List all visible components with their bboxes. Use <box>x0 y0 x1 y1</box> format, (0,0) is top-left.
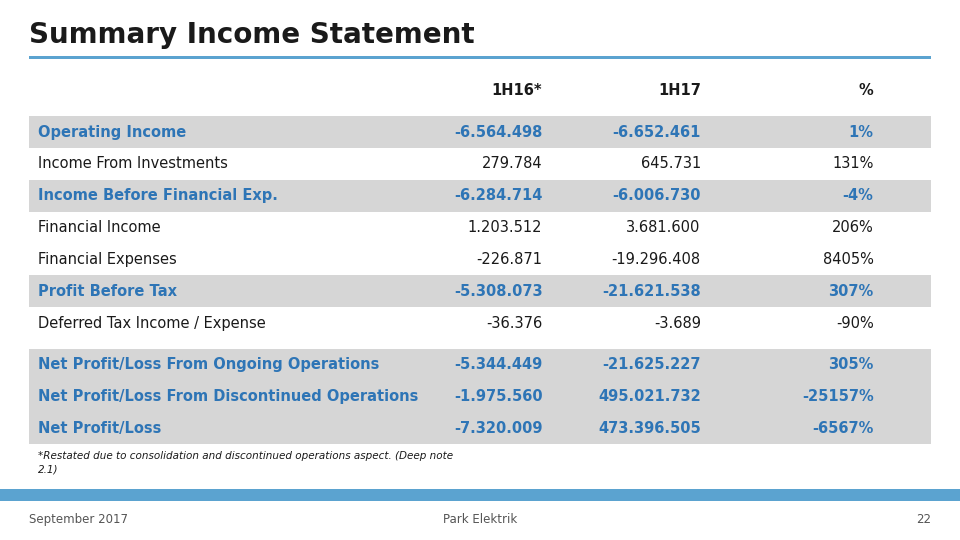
Text: Financial Expenses: Financial Expenses <box>38 252 178 267</box>
Text: 8405%: 8405% <box>823 252 874 267</box>
Text: 1.203.512: 1.203.512 <box>468 220 542 235</box>
Text: Summary Income Statement: Summary Income Statement <box>29 21 474 49</box>
Text: -36.376: -36.376 <box>486 316 542 330</box>
Text: 279.784: 279.784 <box>482 157 542 171</box>
Text: -21.625.227: -21.625.227 <box>602 357 701 372</box>
Text: 22: 22 <box>916 513 931 526</box>
FancyBboxPatch shape <box>29 275 931 307</box>
Text: 3.681.600: 3.681.600 <box>627 220 701 235</box>
Text: 1%: 1% <box>849 125 874 139</box>
Text: -25157%: -25157% <box>802 389 874 404</box>
Text: -6.006.730: -6.006.730 <box>612 188 701 203</box>
Text: -6.652.461: -6.652.461 <box>612 125 701 139</box>
Text: -19.296.408: -19.296.408 <box>612 252 701 267</box>
Text: -3.689: -3.689 <box>654 316 701 330</box>
Text: 1H17: 1H17 <box>658 83 701 98</box>
Text: -4%: -4% <box>843 188 874 203</box>
Text: 206%: 206% <box>832 220 874 235</box>
FancyBboxPatch shape <box>29 349 931 381</box>
Text: Income Before Financial Exp.: Income Before Financial Exp. <box>38 188 278 203</box>
FancyBboxPatch shape <box>29 381 931 413</box>
Text: *Restated due to consolidation and discontinued operations aspect. (Deep note
2.: *Restated due to consolidation and disco… <box>38 451 453 474</box>
Text: -7.320.009: -7.320.009 <box>454 421 542 436</box>
Text: Profit Before Tax: Profit Before Tax <box>38 284 178 299</box>
FancyBboxPatch shape <box>29 116 931 148</box>
Text: %: % <box>859 83 874 98</box>
Text: Park Elektrik: Park Elektrik <box>443 513 517 526</box>
Text: Net Profit/Loss From Ongoing Operations: Net Profit/Loss From Ongoing Operations <box>38 357 380 372</box>
Text: 645.731: 645.731 <box>640 157 701 171</box>
Text: -226.871: -226.871 <box>476 252 542 267</box>
Text: Net Profit/Loss From Discontinued Operations: Net Profit/Loss From Discontinued Operat… <box>38 389 419 404</box>
Text: 495.021.732: 495.021.732 <box>598 389 701 404</box>
Text: Financial Income: Financial Income <box>38 220 161 235</box>
Text: Income From Investments: Income From Investments <box>38 157 228 171</box>
Text: -6.564.498: -6.564.498 <box>454 125 542 139</box>
FancyBboxPatch shape <box>29 413 931 444</box>
Text: -5.344.449: -5.344.449 <box>454 357 542 372</box>
Text: -5.308.073: -5.308.073 <box>454 284 542 299</box>
Text: 473.396.505: 473.396.505 <box>598 421 701 436</box>
Text: -90%: -90% <box>836 316 874 330</box>
FancyBboxPatch shape <box>29 180 931 212</box>
Text: 131%: 131% <box>832 157 874 171</box>
Text: Operating Income: Operating Income <box>38 125 186 139</box>
Text: 307%: 307% <box>828 284 874 299</box>
Text: Net Profit/Loss: Net Profit/Loss <box>38 421 162 436</box>
FancyBboxPatch shape <box>29 56 931 59</box>
FancyBboxPatch shape <box>0 489 960 501</box>
Text: 1H16*: 1H16* <box>492 83 542 98</box>
Text: -1.975.560: -1.975.560 <box>454 389 542 404</box>
Text: -6567%: -6567% <box>812 421 874 436</box>
Text: -6.284.714: -6.284.714 <box>454 188 542 203</box>
Text: -21.621.538: -21.621.538 <box>602 284 701 299</box>
Text: September 2017: September 2017 <box>29 513 128 526</box>
Text: 305%: 305% <box>828 357 874 372</box>
Text: Deferred Tax Income / Expense: Deferred Tax Income / Expense <box>38 316 266 330</box>
